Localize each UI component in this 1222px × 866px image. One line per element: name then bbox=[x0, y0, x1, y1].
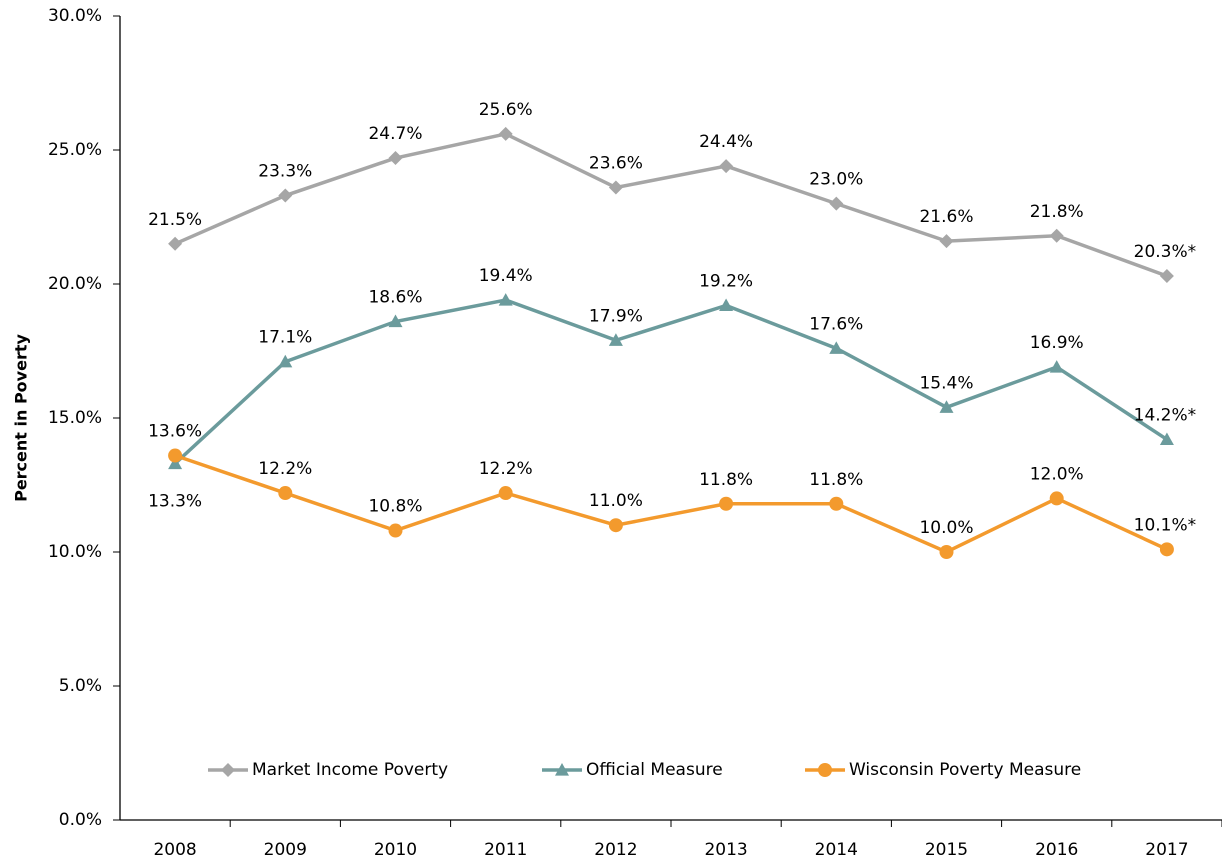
data-point bbox=[498, 293, 513, 306]
data-point bbox=[1049, 360, 1064, 373]
data-label: 13.6% bbox=[148, 422, 202, 442]
data-point bbox=[1049, 228, 1064, 243]
data-point bbox=[939, 234, 954, 249]
data-label: 12.2% bbox=[258, 459, 312, 479]
y-tick-label: 30.0% bbox=[48, 6, 102, 26]
x-tick-label: 2014 bbox=[815, 840, 858, 860]
x-tick-label: 2010 bbox=[374, 840, 417, 860]
data-point bbox=[719, 496, 734, 511]
legend-marker bbox=[818, 763, 832, 777]
x-tick-label: 2015 bbox=[925, 840, 968, 860]
data-point bbox=[388, 314, 403, 328]
data-point bbox=[608, 518, 623, 533]
data-label: 25.6% bbox=[479, 100, 533, 120]
legend-label: Market Income Poverty bbox=[252, 760, 448, 780]
data-label: 23.3% bbox=[258, 162, 312, 182]
y-tick-label: 10.0% bbox=[48, 542, 102, 562]
data-label: 11.0% bbox=[589, 491, 643, 511]
legend-label: Wisconsin Poverty Measure bbox=[849, 760, 1081, 780]
legend-label: Official Measure bbox=[586, 760, 723, 780]
data-label: 11.8% bbox=[809, 470, 863, 490]
data-point bbox=[719, 298, 734, 312]
x-tick-label: 2008 bbox=[153, 840, 196, 860]
legend-marker bbox=[221, 763, 235, 777]
legend-marker bbox=[555, 763, 569, 776]
y-tick-label: 25.0% bbox=[48, 140, 102, 160]
y-tick-label: 5.0% bbox=[59, 676, 102, 696]
data-label: 24.7% bbox=[368, 124, 422, 144]
data-label: 14.2%* bbox=[1134, 405, 1197, 425]
x-tick-label: 2013 bbox=[704, 840, 747, 860]
data-label: 16.9% bbox=[1030, 333, 1084, 353]
data-point bbox=[278, 354, 293, 368]
data-label: 12.0% bbox=[1030, 464, 1084, 484]
data-point bbox=[388, 523, 403, 538]
y-tick-label: 0.0% bbox=[59, 810, 102, 830]
data-point bbox=[498, 486, 513, 501]
data-point bbox=[939, 400, 954, 413]
data-label: 20.3%* bbox=[1134, 242, 1197, 262]
x-tick-label: 2016 bbox=[1035, 840, 1078, 860]
data-label: 21.5% bbox=[148, 210, 202, 230]
data-label: 17.9% bbox=[589, 306, 643, 326]
data-point bbox=[168, 456, 183, 470]
data-label: 21.6% bbox=[919, 207, 973, 227]
data-label: 10.1%* bbox=[1134, 515, 1197, 535]
data-point bbox=[829, 341, 844, 354]
data-label: 12.2% bbox=[479, 459, 533, 479]
data-label: 23.0% bbox=[809, 170, 863, 190]
data-point bbox=[1159, 542, 1174, 557]
x-tick-label: 2017 bbox=[1145, 840, 1188, 860]
data-label: 18.6% bbox=[368, 288, 422, 308]
data-point bbox=[278, 486, 293, 501]
data-label: 15.4% bbox=[919, 373, 973, 393]
data-point bbox=[1159, 268, 1174, 283]
data-label: 17.1% bbox=[258, 328, 312, 348]
data-point bbox=[278, 188, 293, 203]
data-point bbox=[168, 448, 183, 463]
data-label: 19.2% bbox=[699, 271, 753, 291]
data-point bbox=[498, 126, 513, 141]
data-point bbox=[829, 196, 844, 211]
x-tick-label: 2011 bbox=[484, 840, 527, 860]
data-point bbox=[829, 496, 844, 511]
data-point bbox=[608, 333, 623, 346]
data-label: 24.4% bbox=[699, 132, 753, 152]
x-tick-label: 2009 bbox=[264, 840, 307, 860]
data-label: 10.8% bbox=[368, 497, 422, 517]
y-tick-label: 15.0% bbox=[48, 408, 102, 428]
data-point bbox=[388, 151, 403, 166]
data-label: 10.0% bbox=[919, 518, 973, 538]
data-point bbox=[1049, 491, 1064, 506]
series-line bbox=[173, 298, 1168, 465]
data-point bbox=[608, 180, 623, 195]
y-tick-label: 20.0% bbox=[48, 274, 102, 294]
data-label: 13.3% bbox=[148, 492, 202, 512]
series-line bbox=[174, 132, 1168, 278]
data-label: 21.8% bbox=[1030, 202, 1084, 222]
data-point bbox=[168, 236, 183, 251]
data-point bbox=[1159, 432, 1174, 446]
data-label: 23.6% bbox=[589, 154, 643, 174]
data-label: 19.4% bbox=[479, 266, 533, 286]
data-point bbox=[719, 159, 734, 174]
data-label: 11.8% bbox=[699, 470, 753, 490]
data-label: 17.6% bbox=[809, 314, 863, 334]
data-point bbox=[939, 545, 954, 559]
y-axis-title: Percent in Poverty bbox=[12, 334, 31, 502]
series-line bbox=[174, 453, 1168, 554]
x-tick-label: 2012 bbox=[594, 840, 637, 860]
